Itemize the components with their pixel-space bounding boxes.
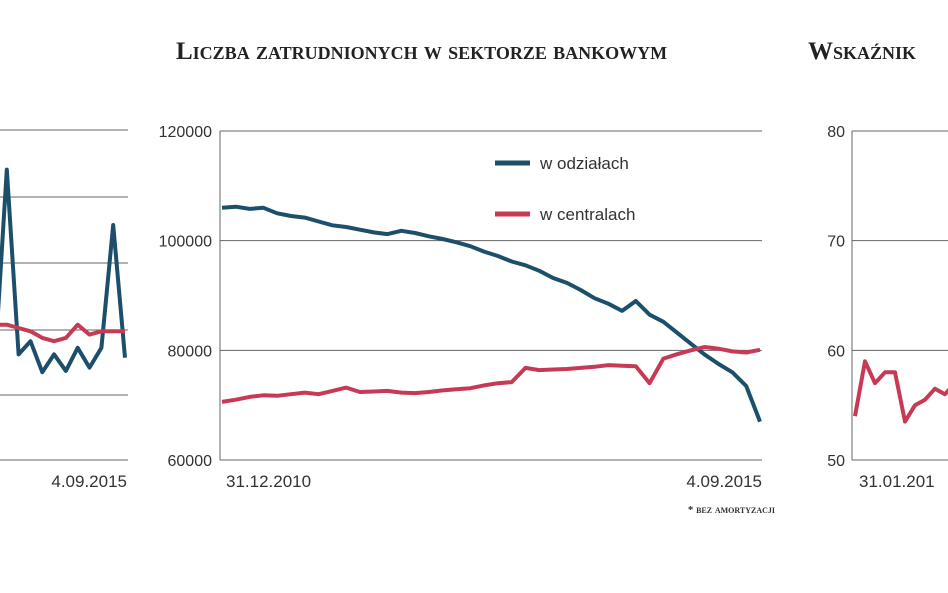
line-series — [221, 204, 762, 423]
y-tick-label: 50 — [827, 453, 845, 470]
line-series — [0, 322, 125, 344]
y-tick-label: 60 — [827, 343, 845, 360]
y-tick-label: 80 — [827, 124, 845, 141]
y-tick-label: 120000 — [159, 124, 212, 141]
x-tick-label: 31.12.2010 — [226, 472, 311, 491]
y-tick-label: 60000 — [168, 453, 213, 470]
y-tick-label: 80000 — [168, 343, 213, 360]
line-series — [221, 345, 761, 404]
y-tick-label: 100000 — [159, 234, 212, 251]
footnote: * bez amortyzacji — [688, 504, 775, 516]
y-tick-label: 70 — [827, 234, 845, 251]
line-series — [853, 359, 948, 424]
line-series — [0, 167, 127, 375]
legend-label: w odziałach — [539, 154, 629, 173]
left-grid — [0, 129, 128, 461]
chart-title: Wskaźnik — [808, 38, 917, 65]
chart-title: Liczba zatrudnionych w sektorze bankowym — [176, 38, 668, 65]
legend-label: w centralach — [539, 205, 635, 224]
x-tick-label: 4.09.2015 — [686, 472, 762, 491]
x-tick-label: 31.01.201 — [859, 472, 935, 491]
x-tick-label: 4.09.2015 — [51, 472, 127, 491]
